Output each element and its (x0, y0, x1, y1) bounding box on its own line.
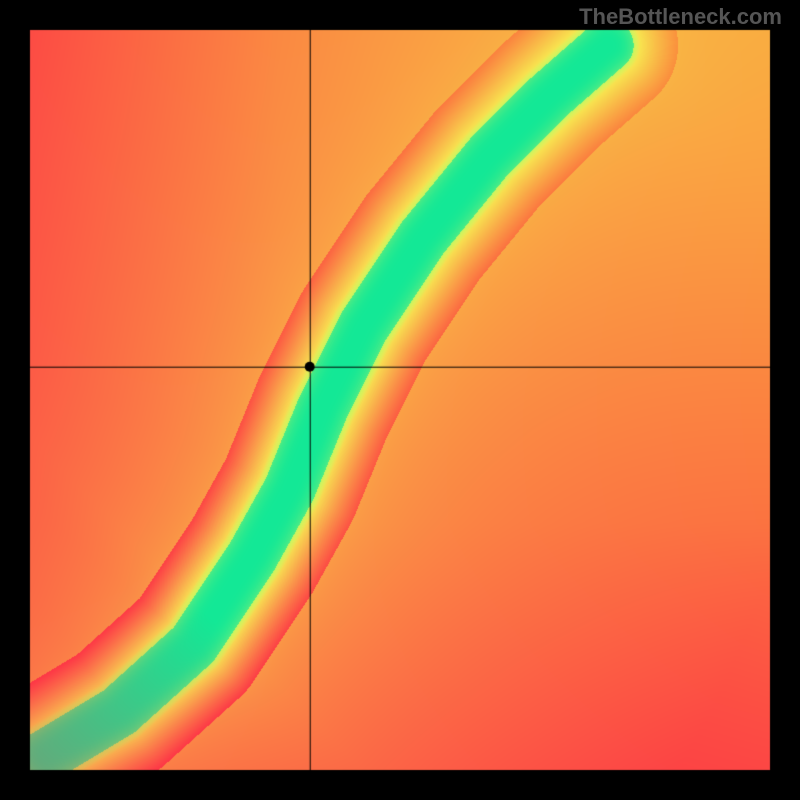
chart-container: TheBottleneck.com (0, 0, 800, 800)
watermark-text: TheBottleneck.com (579, 4, 782, 30)
heatmap-canvas (0, 0, 800, 800)
